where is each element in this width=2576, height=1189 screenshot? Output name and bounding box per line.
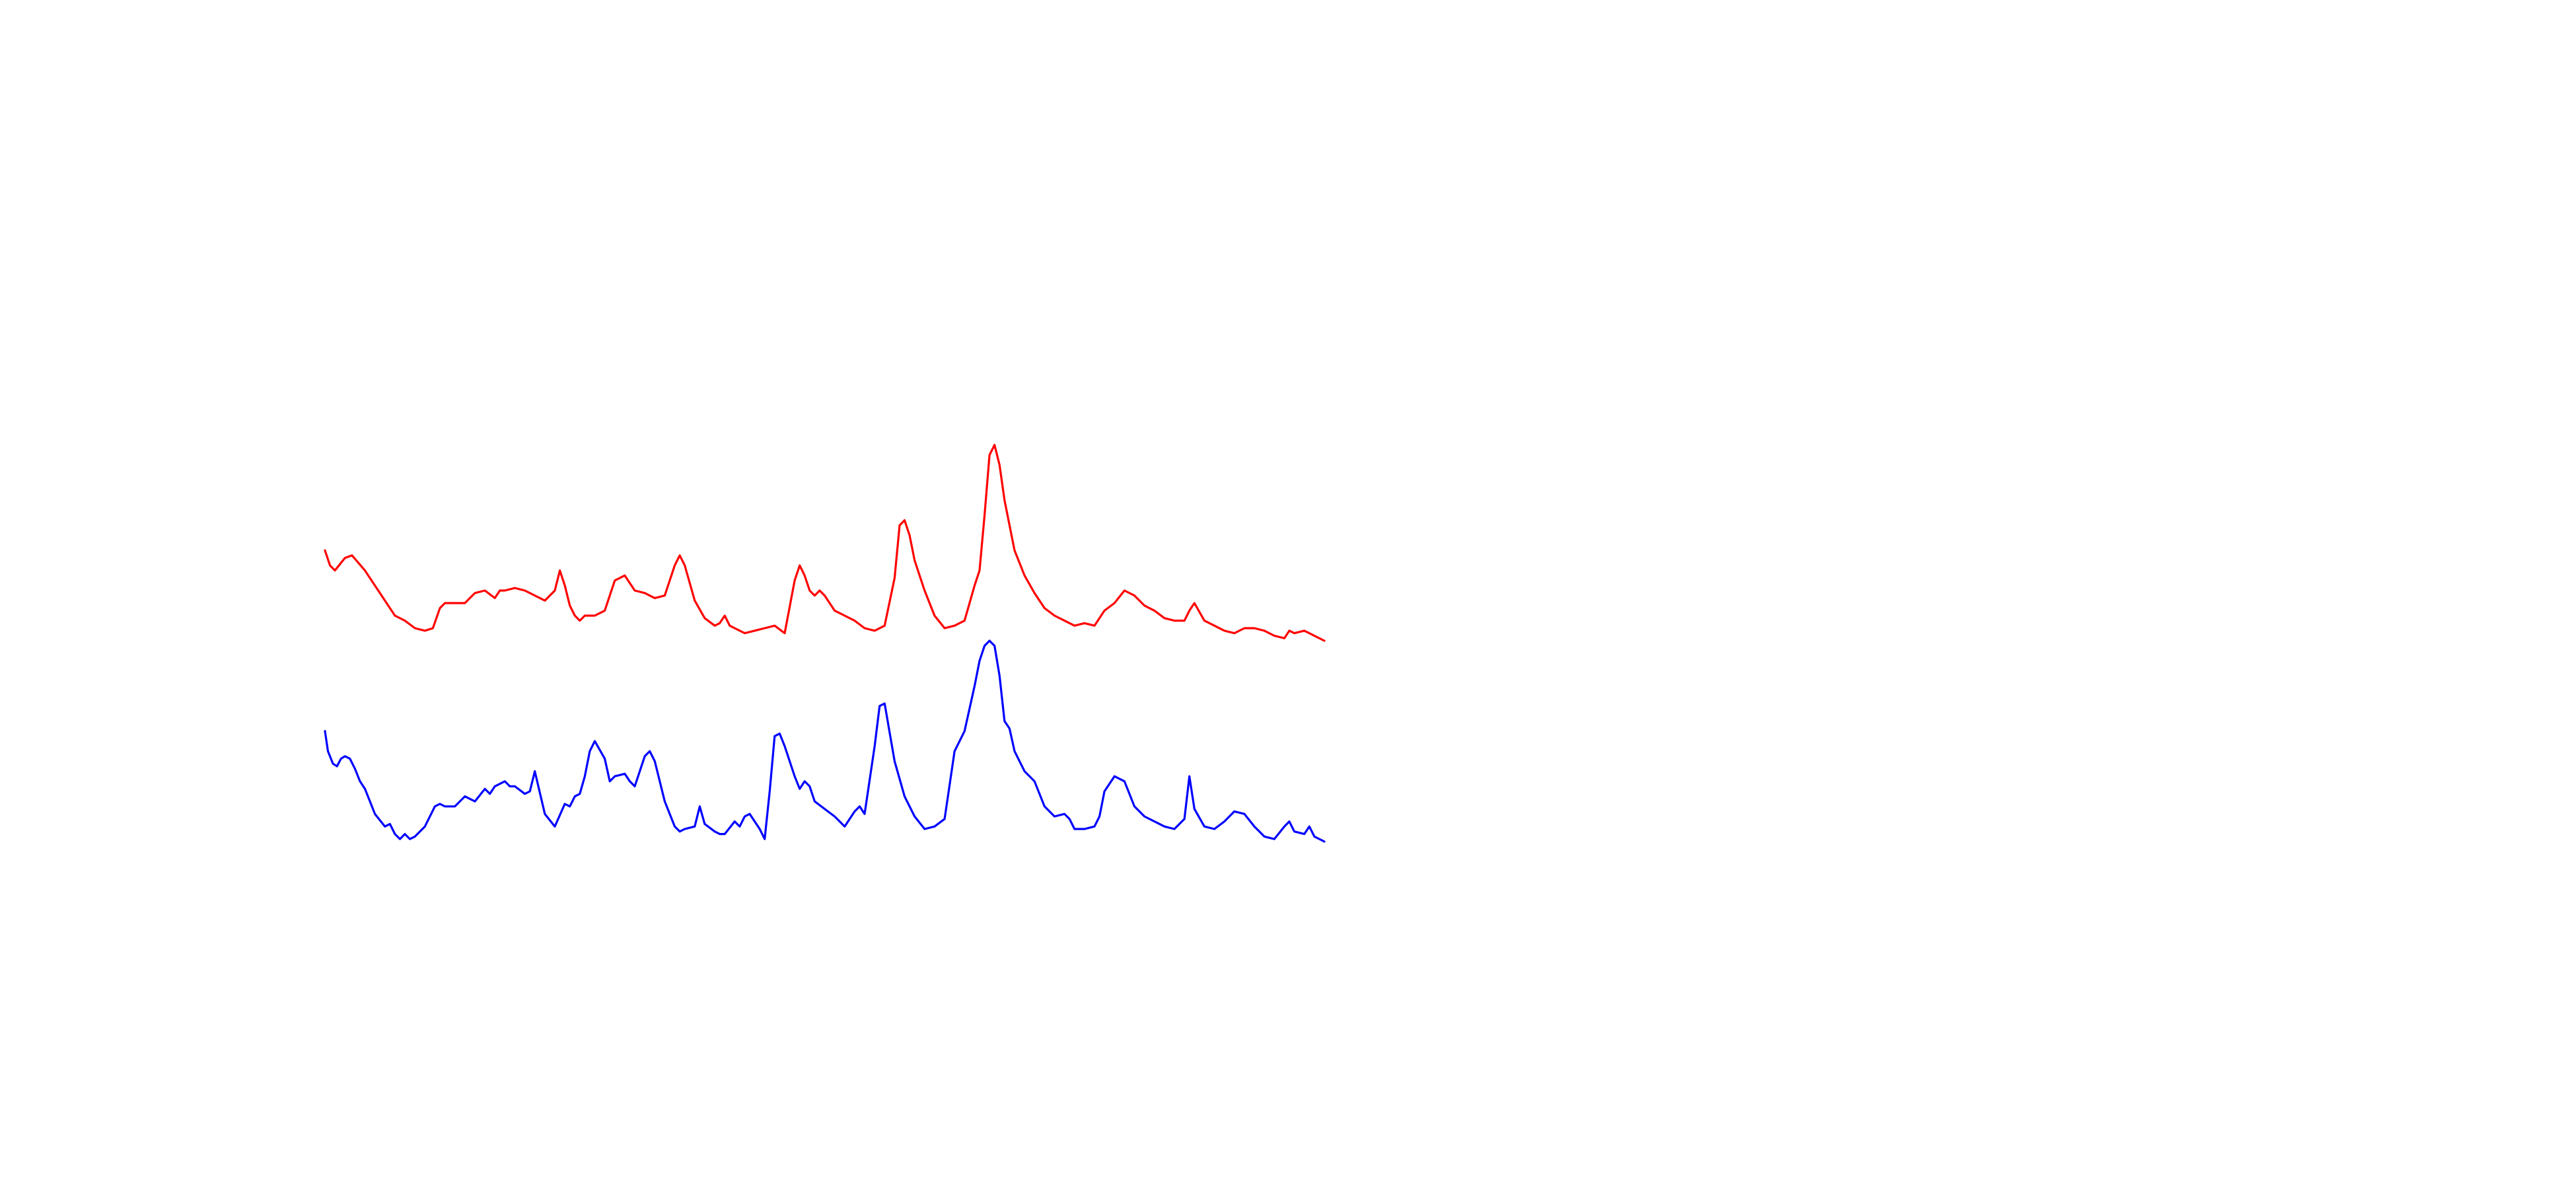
plot-area [324,444,1326,843]
series-line-1 [324,444,1326,642]
series-line-2 [324,639,1326,843]
